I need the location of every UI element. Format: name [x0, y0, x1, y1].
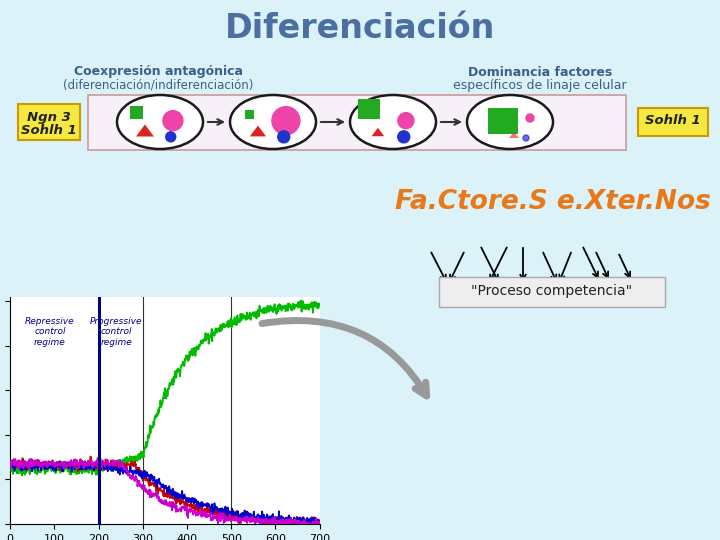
Polygon shape [250, 126, 266, 137]
Text: específicos de linaje celular: específicos de linaje celular [453, 78, 627, 91]
Circle shape [397, 131, 410, 143]
Polygon shape [509, 132, 519, 138]
Circle shape [278, 131, 289, 143]
Text: Diferenciación: Diferenciación [225, 11, 495, 44]
FancyBboxPatch shape [439, 277, 665, 307]
Text: Dominancia factores: Dominancia factores [468, 65, 612, 78]
Circle shape [163, 111, 183, 131]
Text: Progressive
control
regime: Progressive control regime [90, 317, 143, 347]
Ellipse shape [117, 95, 203, 149]
FancyBboxPatch shape [88, 95, 626, 150]
Text: Repressive
control
regime: Repressive control regime [25, 317, 75, 347]
Text: Fa.Ctore.S e.Xter.Nos: Fa.Ctore.S e.Xter.Nos [395, 189, 711, 215]
Text: "Proceso competencia": "Proceso competencia" [472, 284, 633, 298]
Circle shape [523, 135, 529, 141]
FancyBboxPatch shape [638, 108, 708, 136]
Bar [359, 99, 380, 119]
Circle shape [166, 132, 176, 142]
FancyBboxPatch shape [18, 104, 80, 140]
Ellipse shape [350, 95, 436, 149]
Bar [245, 110, 254, 119]
Circle shape [398, 113, 414, 129]
Circle shape [526, 114, 534, 122]
Text: Ngn 3: Ngn 3 [27, 111, 71, 124]
Text: Sohlh 1: Sohlh 1 [645, 114, 701, 127]
Text: (diferenciación/indiferenciación): (diferenciación/indiferenciación) [63, 78, 253, 91]
Text: Sohlh 1: Sohlh 1 [21, 124, 77, 137]
Text: Coexpresión antagónica: Coexpresión antagónica [73, 65, 243, 78]
Polygon shape [136, 125, 154, 137]
Ellipse shape [230, 95, 316, 149]
Bar [488, 108, 518, 134]
Bar [130, 106, 143, 119]
Circle shape [272, 106, 300, 134]
Ellipse shape [467, 95, 553, 149]
Polygon shape [372, 128, 384, 136]
